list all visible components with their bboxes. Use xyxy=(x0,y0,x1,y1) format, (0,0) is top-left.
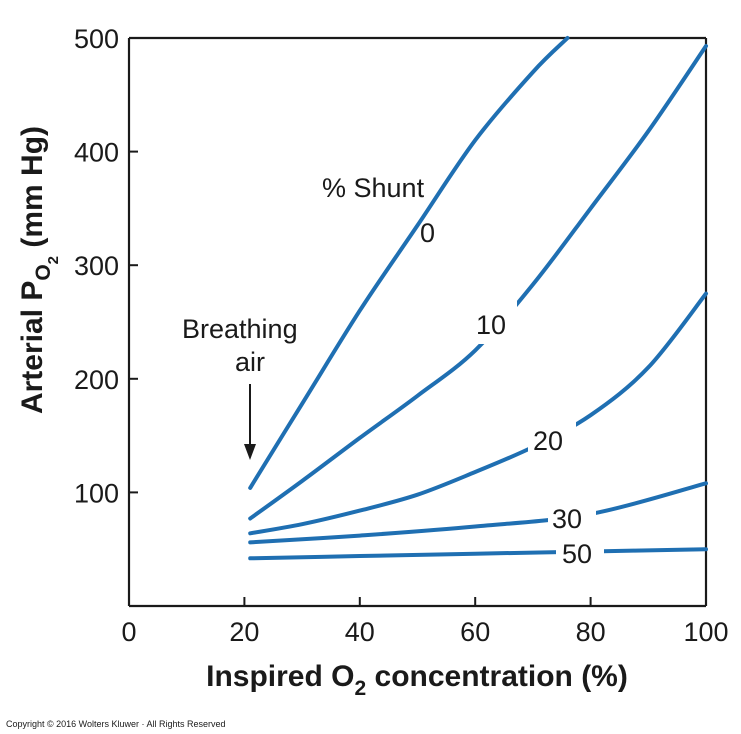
series-line-0 xyxy=(248,36,570,490)
y-axis-title-sub1: O xyxy=(32,264,55,280)
series-line-10 xyxy=(248,44,708,521)
x-tick-label-80: 80 xyxy=(576,617,606,647)
y-tick-label-400: 400 xyxy=(74,138,119,168)
x-ticks: 0 20 40 60 80 100 xyxy=(121,597,729,647)
x-tick-label-40: 40 xyxy=(345,617,375,647)
y-ticks: 100 200 300 400 500 xyxy=(74,24,138,508)
x-tick-label-0: 0 xyxy=(121,617,136,647)
y-tick-label-100: 100 xyxy=(74,478,119,508)
y-tick-label-500: 500 xyxy=(74,24,119,54)
label-gap-10 xyxy=(471,300,517,344)
x-axis-title: Inspired O2 concentration (%) xyxy=(206,660,628,700)
copyright-notice: Copyright © 2016 Wolters Kluwer · All Ri… xyxy=(6,719,226,729)
breathing-label-line1: Breathing xyxy=(182,314,298,344)
y-axis-title: Arterial PO2 (mm Hg) xyxy=(16,126,62,414)
y-tick-label-300: 300 xyxy=(74,251,119,281)
legend-title: % Shunt xyxy=(322,173,425,203)
x-tick-label-20: 20 xyxy=(229,617,259,647)
y-axis-title-rest: (mm Hg) xyxy=(16,126,49,256)
series-label-10: 10 xyxy=(476,310,506,340)
breathing-arrow-head xyxy=(244,444,256,460)
series-line-20 xyxy=(248,291,708,536)
y-axis-title-main: Arterial P xyxy=(16,281,49,414)
x-axis-title-sub: 2 xyxy=(354,677,366,700)
x-tick-label-60: 60 xyxy=(460,617,490,647)
series-label-50: 50 xyxy=(562,539,592,569)
label-gap-50 xyxy=(556,538,604,570)
breathing-label-line2: air xyxy=(235,347,265,377)
y-axis-title-sub2: 2 xyxy=(45,256,62,264)
label-gap-30 xyxy=(548,502,596,536)
series-line-30 xyxy=(248,481,708,545)
x-axis-title-main: Inspired O xyxy=(206,660,354,693)
y-tick-label-200: 200 xyxy=(74,365,119,395)
x-axis-title-rest: concentration (%) xyxy=(366,660,628,693)
series-line-50 xyxy=(248,547,708,561)
x-tick-label-100: 100 xyxy=(683,617,728,647)
series-layer xyxy=(248,36,708,570)
label-gap-20 xyxy=(528,418,576,458)
series-label-30: 30 xyxy=(552,504,582,534)
series-label-0: 0 xyxy=(420,218,435,248)
series-label-20: 20 xyxy=(533,426,563,456)
